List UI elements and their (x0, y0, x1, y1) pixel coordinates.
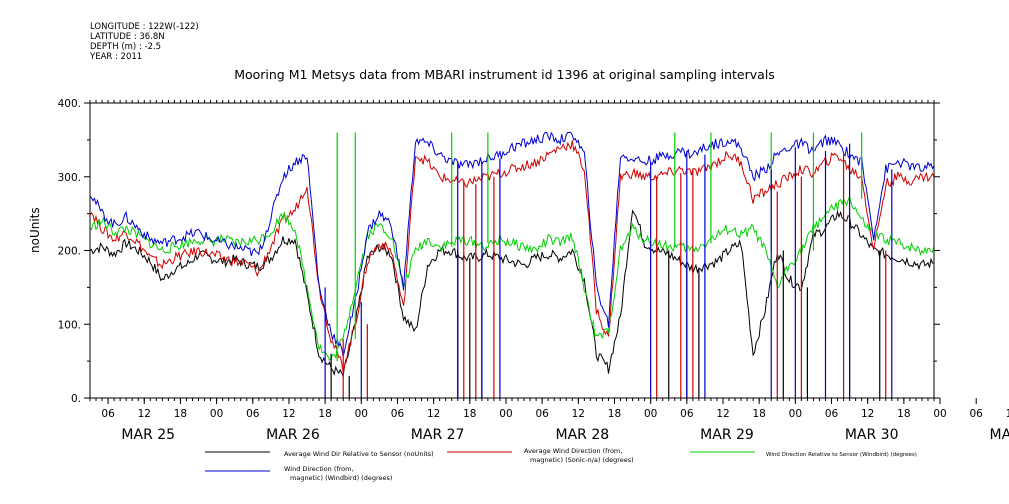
x-day-label: MAR 26 (266, 427, 320, 443)
axes: 0. 100. 200. 300. 400. 06 12 18 00 06 12 18 00 06 12 18… (58, 98, 1009, 443)
x-hour-label: 18 (897, 408, 910, 420)
x-hour-label: 00 (933, 408, 946, 420)
x-hour-label: 00 (210, 408, 223, 420)
y-tick-label: 300. (58, 172, 81, 184)
series-line (89, 140, 935, 374)
x-hour-label: 06 (970, 408, 984, 420)
x-hour-label: 06 (101, 408, 115, 420)
y-tick-label: 100. (58, 319, 81, 331)
x-hour-label: 18 (463, 408, 476, 420)
x-day-label: MAR 28 (555, 427, 609, 443)
x-hour-label: 06 (246, 408, 260, 420)
legend-label-red-2: magnetic) (Sonic-n/a) (degrees) (530, 456, 634, 464)
x-day-label: MAR 31 (990, 427, 1009, 443)
series-line (89, 131, 935, 357)
y-tick-label: 0. (71, 393, 81, 405)
latitude-text: LATITUDE : 36.8N (90, 32, 165, 42)
metadata-block: LONGITUDE : 122W(-122) LATITUDE : 36.8N … (90, 22, 199, 62)
x-day-label: MAR 30 (845, 427, 899, 443)
x-hour-label: 06 (535, 408, 549, 420)
x-hour-label: 00 (355, 408, 368, 420)
x-hour-label: 12 (861, 408, 874, 420)
x-hour-label: 12 (427, 408, 440, 420)
chart-title: Mooring M1 Metsys data from MBARI instru… (234, 67, 775, 82)
legend-label-red-1: Average Wind Direction (from, (524, 447, 622, 455)
depth-text: DEPTH (m) : -2.5 (90, 42, 162, 52)
y-tick-label: 200. (58, 246, 81, 258)
legend-label-green: Wind Direction Relative to Sensor (Windb… (766, 452, 917, 458)
legend-label-blue-2: magnetic) (Windbird) (degrees) (290, 474, 392, 482)
x-hour-label: 06 (391, 408, 405, 420)
x-hour-label: 18 (608, 408, 621, 420)
x-hour-label: 06 (680, 408, 694, 420)
longitude-text: LONGITUDE : 122W(-122) (90, 22, 199, 32)
x-hour-label: 18 (752, 408, 765, 420)
x-hour-label: 12 (1006, 408, 1009, 420)
x-hour-label: 12 (138, 408, 151, 420)
x-hour-label: 12 (282, 408, 295, 420)
legend-label-black: Average Wind Dir Relative to Sensor (noU… (284, 450, 434, 458)
series-line (89, 194, 935, 361)
x-hour-label: 12 (572, 408, 585, 420)
x-day-label: MAR 25 (121, 427, 175, 443)
legend: Average Wind Dir Relative to Sensor (noU… (205, 447, 917, 482)
x-hour-label: 00 (644, 408, 657, 420)
x-hour-label: 18 (318, 408, 331, 420)
series-line (89, 209, 934, 379)
x-hour-label: 00 (789, 408, 802, 420)
x-hour-label: 12 (716, 408, 729, 420)
x-day-label: MAR 27 (411, 427, 465, 443)
y-tick-label: 400. (58, 98, 81, 110)
legend-label-blue-1: Wind Direction (from, (284, 465, 354, 473)
plot-lines (89, 131, 935, 398)
x-hour-label: 00 (499, 408, 512, 420)
x-hour-label: 06 (825, 408, 839, 420)
year-text: YEAR : 2011 (90, 52, 143, 62)
x-hour-label: 18 (174, 408, 187, 420)
x-day-label: MAR 29 (700, 427, 754, 443)
